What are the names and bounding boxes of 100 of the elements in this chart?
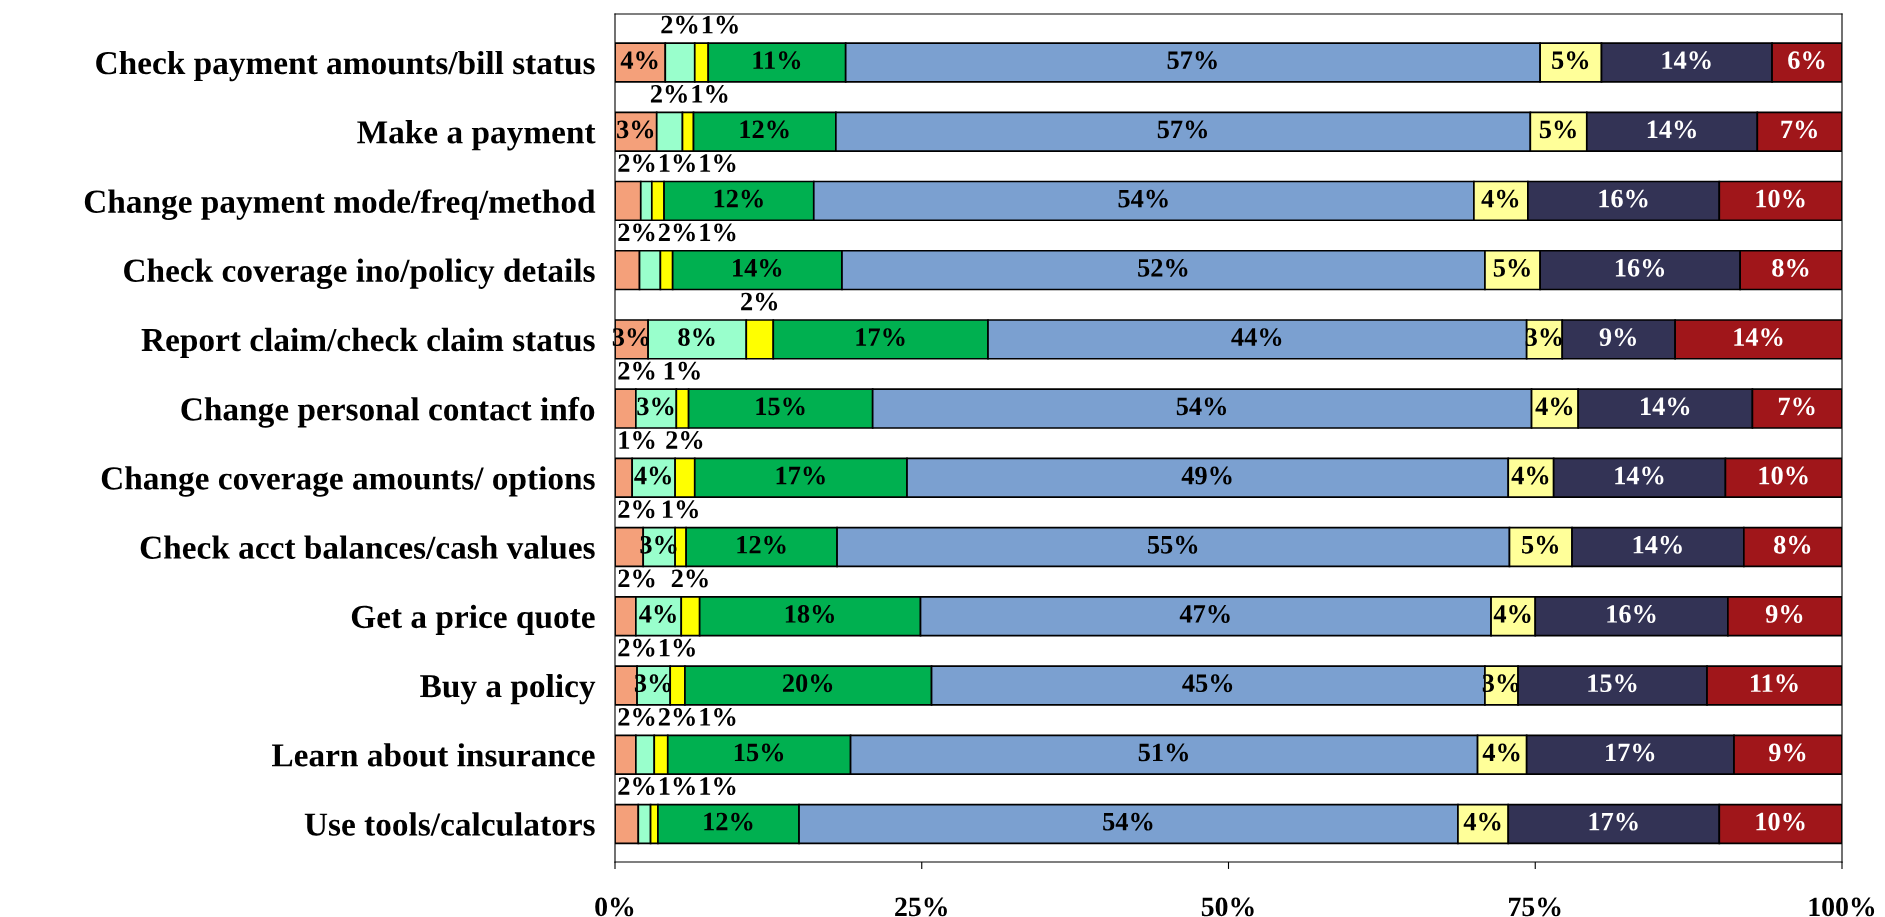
data-label: 3% [617,120,654,139]
x-tick-label: 25% [895,897,947,917]
data-label: 15% [756,397,805,416]
data-label: 2% [618,569,655,588]
data-label: 2% [618,223,655,242]
data-label: 2% [671,569,708,588]
data-label: 7% [1778,397,1815,416]
data-label: 4% [639,605,676,623]
data-label: 17% [856,328,905,347]
data-label: 15% [734,743,784,762]
data-label: 57% [1167,51,1217,70]
data-label: 5% [1552,51,1589,70]
data-label: 8% [678,328,715,347]
data-label: 10% [1756,812,1805,831]
y-tick-label: Change coverage amounts/ options [101,466,595,497]
data-label: 11% [753,51,801,70]
data-label: 10% [1756,189,1805,208]
data-label: 5% [1522,535,1559,554]
data-label: 9% [1768,743,1806,762]
data-label: 2% [618,154,655,173]
data-label: 9% [1599,328,1636,347]
data-label: 2% [618,777,655,796]
data-label: 4% [1493,605,1531,623]
data-label: 14% [1662,51,1711,70]
data-label: 1% [659,638,695,657]
data-label: 3% [637,397,674,416]
data-label: 1% [700,777,736,796]
data-label: 57% [1157,120,1208,139]
data-label: 17% [776,466,825,485]
data-label: 5% [1539,120,1576,139]
data-label: 2% [618,638,655,657]
data-label: 1% [700,223,736,242]
data-label: 11% [1750,674,1798,693]
y-tick-label: Get a price quote [351,604,595,635]
x-tick-label: 75% [1509,897,1561,917]
data-label: 8% [1772,258,1809,277]
data-label: 1% [619,431,655,449]
data-label: 16% [1599,189,1648,208]
y-tick-label: Check coverage ino/policy details [124,258,595,290]
data-label: 18% [785,605,835,623]
data-label: 1% [659,777,695,796]
data-label: 2% [741,292,778,311]
data-label: 17% [1589,812,1638,831]
data-label: 12% [740,120,789,139]
y-tick-label: Check acct balances/cash values [140,535,595,559]
data-label: 14% [1647,120,1696,139]
data-label: 4% [1463,812,1501,831]
data-label: 10% [1759,466,1808,485]
data-label: 12% [704,812,753,831]
data-label: 2% [618,500,655,519]
data-label: 9% [1765,605,1803,623]
data-label: 54% [1103,812,1153,831]
data-label: 54% [1118,189,1168,208]
data-label: 4% [620,51,658,70]
x-tick-label: 0% [595,897,634,917]
data-label: 14% [1615,466,1664,485]
data-label: 44% [1231,328,1282,347]
data-label: 1% [700,708,736,726]
y-tick-label: Change payment mode/freq/method [84,189,596,220]
x-tick-label: 100% [1809,897,1875,917]
data-label: 51% [1138,743,1188,762]
x-tick-label: 50% [1201,897,1254,917]
y-tick-label: Change personal contact info [181,396,595,428]
data-label: 47% [1179,605,1230,623]
data-label: 2% [618,361,655,380]
data-label: 14% [1633,535,1682,554]
y-tick-label: Use tools/calculators [304,812,595,836]
y-tick-label: Check payment amounts/bill status [96,50,595,82]
data-label: 2% [658,708,695,726]
data-label: 4% [1535,397,1573,416]
data-label: 1% [662,500,698,519]
data-label: 16% [1615,258,1665,277]
data-label: 1% [659,154,695,173]
data-label: 1% [702,15,738,34]
data-label: 1% [700,154,736,173]
data-label: 6% [1788,51,1825,70]
data-label: 17% [1606,743,1655,762]
y-tick-label: Buy a policy [420,673,596,705]
data-label: 5% [1493,258,1530,277]
data-label: 1% [664,361,700,380]
y-tick-label: Learn about insurance [272,743,595,767]
data-label: 12% [714,189,763,208]
data-label: 14% [1734,328,1783,347]
data-label: 8% [1774,535,1811,554]
data-label: 2% [618,708,655,726]
data-label: 54% [1176,397,1227,416]
data-label: 16% [1607,605,1656,623]
data-label: 55% [1147,535,1198,554]
data-label: 2% [661,15,698,34]
y-tick-label: Report claim/check claim status [141,327,595,359]
data-label: 14% [1641,397,1690,416]
data-label: 14% [733,258,782,277]
data-label: 4% [1482,743,1520,762]
data-label: 12% [737,535,786,554]
data-label: 49% [1181,466,1232,485]
data-label: 4% [1511,466,1549,485]
data-label: 15% [1588,674,1637,693]
data-label: 4% [634,466,671,485]
data-label: 2% [658,223,695,242]
data-label: 1% [692,84,728,103]
